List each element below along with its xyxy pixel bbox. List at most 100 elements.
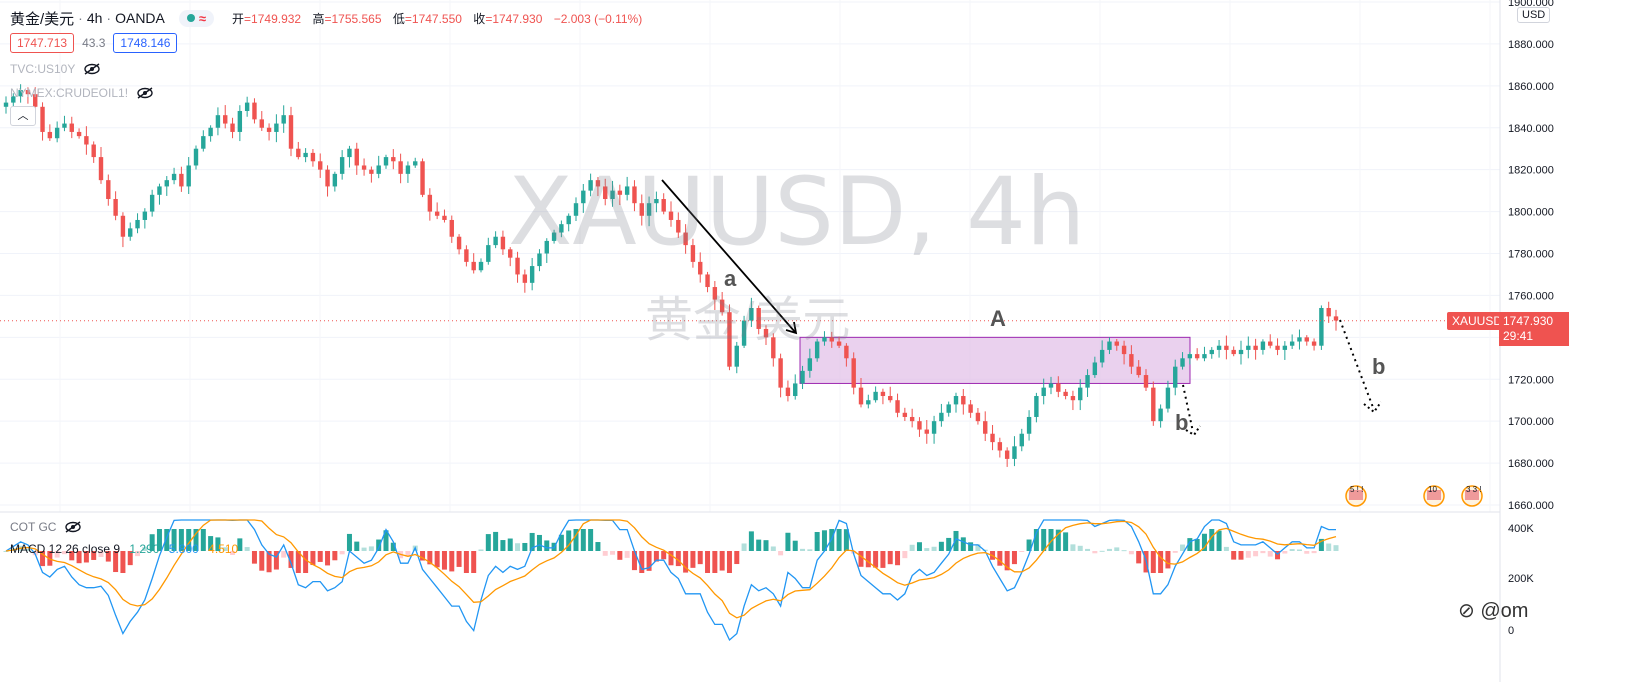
- eye-hidden-icon[interactable]: [64, 521, 82, 533]
- candle-body: [427, 194, 433, 212]
- dotted-projection-b2: [1339, 319, 1375, 411]
- candle-body: [281, 115, 286, 124]
- price-tick-label: 1820.000: [1508, 165, 1554, 177]
- macd-histogram-bar: [807, 549, 813, 551]
- eye-hidden-icon[interactable]: [83, 63, 101, 75]
- annotation-b2[interactable]: b: [1372, 354, 1386, 379]
- macd-legend[interactable]: MACD 12 26 close 9 1.290 5.800 4.510: [10, 542, 238, 556]
- candle-body: [1260, 341, 1266, 350]
- candle-body: [1151, 387, 1156, 422]
- close-label: 收: [473, 11, 486, 26]
- candle-body: [983, 421, 988, 434]
- macd-histogram-bar: [916, 542, 922, 551]
- us-flag-icon: [1349, 490, 1363, 500]
- annotation-A[interactable]: A: [990, 306, 1006, 331]
- macd-histogram-bar: [1150, 551, 1156, 573]
- zone-A-rectangle[interactable]: [799, 336, 1191, 384]
- candle-body: [1004, 450, 1010, 459]
- price-axis[interactable]: 1660.0001680.0001700.0001720.0001740.000…: [1508, 0, 1554, 512]
- macd-histogram-bar: [580, 529, 586, 551]
- candle-body: [771, 337, 776, 359]
- candle-body: [288, 115, 294, 149]
- candle-body: [522, 274, 528, 283]
- macd-histogram-bar: [814, 532, 820, 551]
- macd-histogram-bar: [200, 529, 206, 551]
- candle-body: [537, 253, 542, 267]
- candle-body: [858, 387, 864, 405]
- macd-histogram-bar: [778, 551, 784, 556]
- eye-hidden-icon[interactable]: [136, 87, 154, 99]
- macd-histogram-bar: [924, 548, 930, 551]
- candle-body: [1297, 337, 1302, 342]
- sell-price-button[interactable]: 1747.713: [10, 33, 75, 53]
- candle-body: [719, 299, 725, 313]
- candle-body: [1326, 307, 1331, 317]
- buy-price-button[interactable]: 1748.146: [113, 33, 178, 53]
- candle-body: [391, 157, 396, 162]
- candle-body: [990, 433, 995, 443]
- macd-histogram-bar: [1114, 547, 1120, 551]
- indicator-crudeoil[interactable]: NYMEX:CRUDEOIL1!: [10, 86, 154, 100]
- macd-histogram-bar: [193, 529, 199, 551]
- candle-body: [851, 358, 856, 388]
- macd-name: MACD 12 26 close 9: [10, 542, 121, 556]
- interval-label[interactable]: 4h: [86, 10, 103, 26]
- macd-histogram-bar: [354, 541, 360, 551]
- macd-histogram-bar: [1019, 551, 1025, 552]
- candle-body: [822, 337, 827, 342]
- arrow-head-a: [785, 321, 798, 335]
- macd-histogram-bar: [164, 529, 170, 551]
- macd-histogram-bar: [748, 531, 754, 551]
- candle-body: [1158, 408, 1163, 422]
- macd-histogram-bar: [544, 540, 550, 551]
- symbol-name[interactable]: 黄金/美元: [10, 10, 75, 28]
- currency-button[interactable]: USD: [1517, 7, 1551, 23]
- macd-histogram-bar: [208, 536, 214, 551]
- us-flag-icon: [1465, 490, 1479, 500]
- macd-histogram-bar: [1216, 530, 1222, 551]
- market-status-pill[interactable]: ≈: [178, 9, 215, 27]
- indicator-us10y[interactable]: TVC:US10Y: [10, 62, 101, 76]
- candle-body: [40, 106, 45, 132]
- macd-histogram-bar: [317, 551, 323, 562]
- candle-body: [215, 115, 221, 128]
- macd-histogram-bar: [222, 547, 228, 551]
- candle-body: [1092, 362, 1098, 376]
- candle-body: [325, 169, 330, 187]
- candle-body: [917, 421, 922, 430]
- candle-body: [508, 249, 513, 258]
- macd-histogram-bar: [171, 529, 177, 551]
- drawing-lines[interactable]: [661, 179, 1382, 437]
- macd-histogram-bar: [1275, 551, 1281, 560]
- low-label: 低: [392, 11, 405, 26]
- annotation-b1[interactable]: b: [1175, 410, 1189, 435]
- candle-body: [405, 165, 411, 174]
- price-tick-label: 1680.000: [1508, 458, 1554, 470]
- annotation-a[interactable]: a: [724, 266, 737, 291]
- macd-histogram-bar: [1158, 551, 1164, 573]
- indicator-crudeoil-label: NYMEX:CRUDEOIL1!: [10, 86, 129, 100]
- candle-body: [113, 199, 118, 216]
- candle-body: [1063, 391, 1068, 397]
- price-tick-label: 1860.000: [1508, 81, 1554, 93]
- macd-histogram-bar: [997, 551, 1003, 566]
- macd-histogram-bar: [83, 551, 89, 563]
- candle-body: [1143, 375, 1149, 388]
- candle-body: [296, 148, 301, 158]
- candle-body: [318, 161, 323, 170]
- candle-body: [500, 236, 506, 250]
- macd-histogram-bar: [624, 551, 630, 558]
- ohlc-values: 开=1749.932 高=1755.565 低=1747.550 收=1747.…: [232, 10, 650, 27]
- chevron-up-icon[interactable]: ︿: [10, 106, 36, 126]
- macd-histogram-bar: [507, 538, 513, 551]
- cot-indicator[interactable]: COT GC: [10, 520, 82, 534]
- candle-body: [1319, 307, 1324, 346]
- economic-event-markers[interactable]: 5 ! ! 10 3 3 !: [1345, 485, 1483, 507]
- macd-histogram-bar: [1253, 551, 1259, 557]
- candle-body: [624, 186, 630, 195]
- candle-body: [829, 337, 834, 342]
- candle-body: [529, 266, 535, 283]
- macd-histogram-bar: [376, 539, 382, 551]
- cot-label: COT GC: [10, 520, 57, 534]
